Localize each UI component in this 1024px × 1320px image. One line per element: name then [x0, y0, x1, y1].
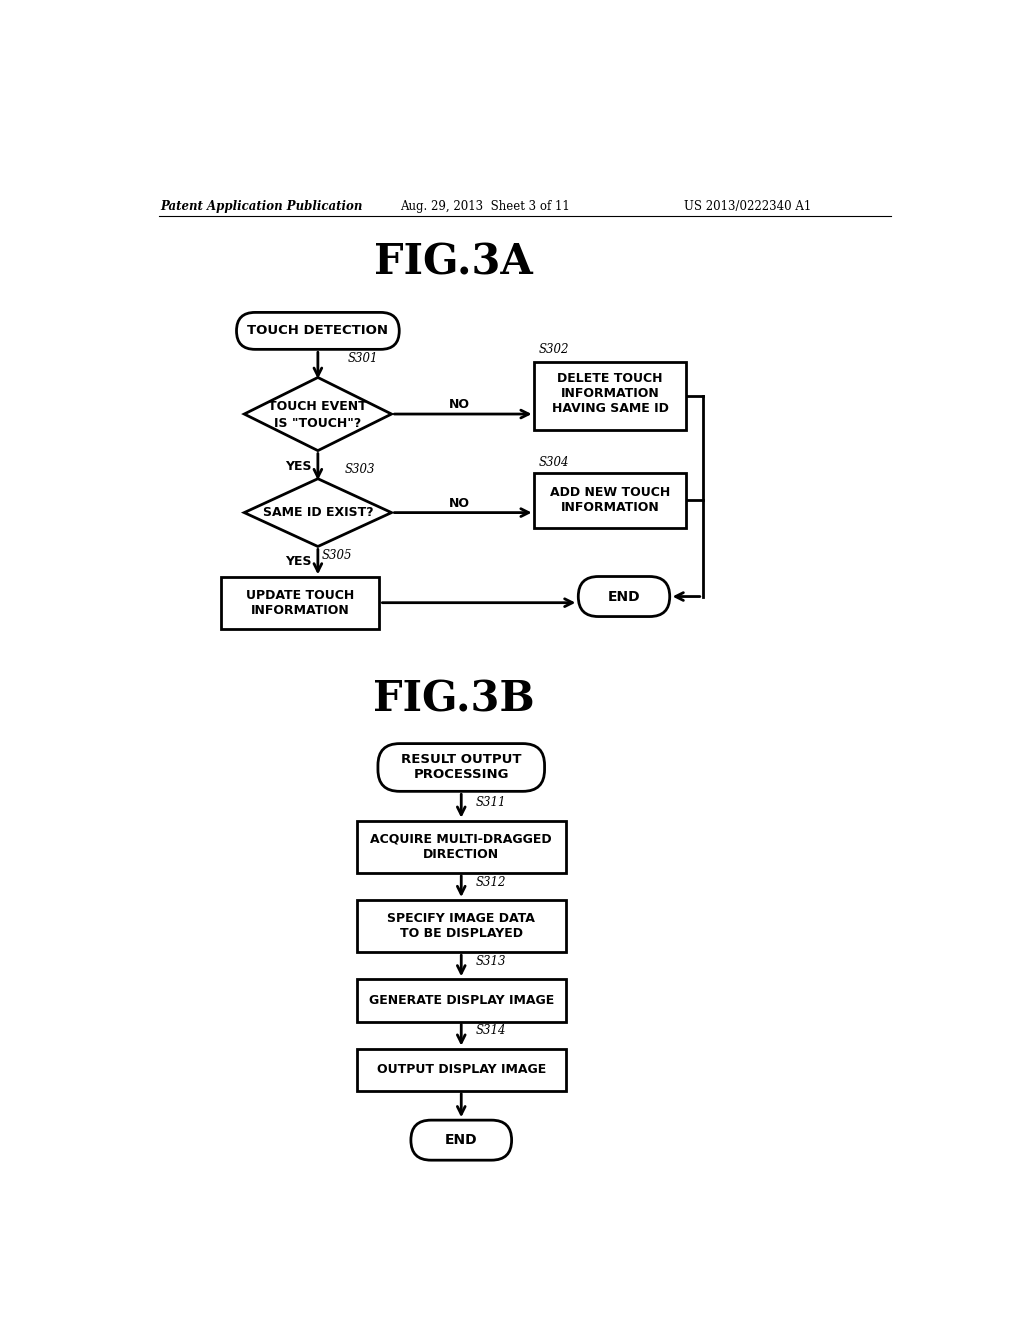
Bar	[356, 979, 566, 1022]
Text: RESULT OUTPUT
PROCESSING: RESULT OUTPUT PROCESSING	[401, 754, 521, 781]
Text: TOUCH EVENT: TOUCH EVENT	[268, 400, 368, 413]
Text: US 2013/0222340 A1: US 2013/0222340 A1	[684, 199, 812, 213]
Text: ADD NEW TOUCH
INFORMATION: ADD NEW TOUCH INFORMATION	[550, 486, 670, 515]
FancyBboxPatch shape	[237, 313, 399, 350]
Text: YES: YES	[286, 459, 312, 473]
Text: S314: S314	[475, 1024, 506, 1038]
FancyBboxPatch shape	[378, 743, 545, 792]
Bar	[220, 577, 380, 628]
Text: FIG.3B: FIG.3B	[373, 678, 535, 721]
Text: TOUCH DETECTION: TOUCH DETECTION	[248, 325, 388, 338]
Text: S313: S313	[475, 954, 506, 968]
Text: UPDATE TOUCH
INFORMATION: UPDATE TOUCH INFORMATION	[246, 589, 354, 616]
Text: Aug. 29, 2013  Sheet 3 of 11: Aug. 29, 2013 Sheet 3 of 11	[399, 199, 569, 213]
Bar	[356, 1048, 566, 1090]
Text: OUTPUT DISPLAY IMAGE: OUTPUT DISPLAY IMAGE	[377, 1063, 546, 1076]
Text: S305: S305	[322, 549, 352, 562]
Text: ACQUIRE MULTI-DRAGGED
DIRECTION: ACQUIRE MULTI-DRAGGED DIRECTION	[371, 833, 552, 861]
Text: GENERATE DISPLAY IMAGE: GENERATE DISPLAY IMAGE	[369, 994, 554, 1007]
Polygon shape	[245, 479, 391, 546]
Text: SPECIFY IMAGE DATA
TO BE DISPLAYED: SPECIFY IMAGE DATA TO BE DISPLAYED	[387, 912, 536, 940]
Polygon shape	[245, 378, 391, 450]
Text: DELETE TOUCH
INFORMATION
HAVING SAME ID: DELETE TOUCH INFORMATION HAVING SAME ID	[552, 372, 669, 414]
Text: S311: S311	[475, 796, 506, 809]
Text: FIG.3A: FIG.3A	[374, 242, 532, 284]
Text: S303: S303	[345, 463, 376, 477]
Text: Patent Application Publication: Patent Application Publication	[160, 199, 362, 213]
Text: S301: S301	[347, 352, 378, 366]
Text: YES: YES	[286, 556, 312, 569]
Bar	[356, 900, 566, 952]
FancyBboxPatch shape	[579, 577, 670, 616]
Text: END: END	[607, 590, 640, 603]
Bar	[535, 473, 686, 528]
Text: NO: NO	[449, 399, 470, 412]
Text: IS "TOUCH"?: IS "TOUCH"?	[274, 417, 361, 430]
FancyBboxPatch shape	[411, 1121, 512, 1160]
Bar	[356, 821, 566, 873]
Text: S304: S304	[539, 455, 569, 469]
Text: END: END	[445, 1133, 477, 1147]
Bar	[535, 363, 686, 430]
Text: S312: S312	[475, 875, 506, 888]
Text: NO: NO	[449, 496, 470, 510]
Text: S302: S302	[539, 343, 569, 356]
Text: SAME ID EXIST?: SAME ID EXIST?	[262, 506, 373, 519]
